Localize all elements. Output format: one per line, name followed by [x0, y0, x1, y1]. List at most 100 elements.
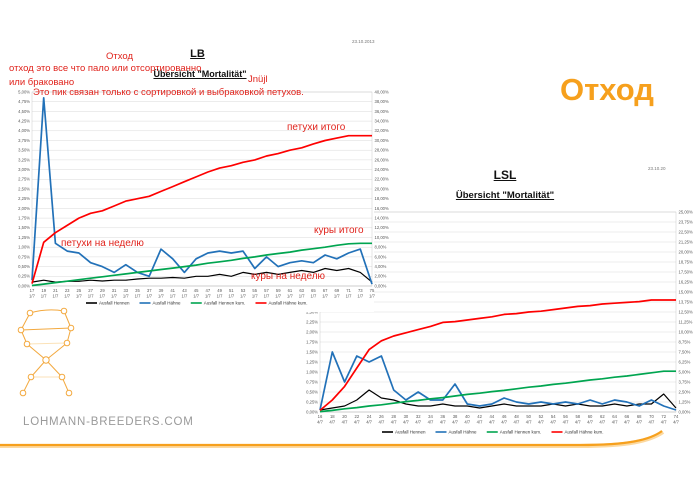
x-axis-label: 37: [147, 288, 152, 293]
x-axis-label: 55: [252, 288, 257, 293]
left-axis-label: 3,75%: [18, 138, 30, 143]
x-axis-sublabel: 4/7: [599, 420, 605, 425]
legend-label: Ausfall Hähne kum.: [269, 301, 308, 306]
lsl-chart-title: LSL: [493, 168, 517, 182]
x-axis-label: 25: [77, 288, 82, 293]
left-axis-label: 4,25%: [18, 119, 30, 124]
x-axis-sublabel: 1/7: [88, 294, 94, 299]
x-axis-sublabel: 1/7: [123, 294, 129, 299]
left-axis-label: 0,00%: [18, 283, 30, 288]
lb-chart-subtitle: Übersicht "Mortalität": [153, 69, 247, 79]
x-axis-sublabel: 1/7: [135, 294, 141, 299]
left-axis-label: 0,25%: [306, 399, 318, 404]
right-axis-label: 5,00%: [679, 369, 691, 374]
left-axis-label: 3,50%: [18, 148, 30, 153]
right-axis-label: 24,00%: [375, 167, 389, 172]
definition-note-line1: отход это все что пало или отсортированн…: [9, 63, 202, 74]
x-axis-sublabel: 4/7: [624, 420, 630, 425]
x-axis-label: 41: [170, 288, 175, 293]
x-axis-sublabel: 1/7: [146, 294, 152, 299]
x-axis-sublabel: 4/7: [366, 420, 372, 425]
x-axis-sublabel: 1/7: [99, 294, 105, 299]
right-axis-label: 25,00%: [679, 209, 693, 214]
x-axis-sublabel: 1/7: [310, 294, 316, 299]
lsl-series-Ausfall Hähne kum.: [319, 299, 676, 412]
left-axis-label: 5,00%: [18, 89, 30, 94]
x-axis-label: 18: [330, 414, 335, 419]
right-axis-label: 3,75%: [679, 379, 691, 384]
left-axis-label: 0,75%: [306, 379, 318, 384]
x-axis-sublabel: 1/7: [205, 294, 211, 299]
x-axis-sublabel: 1/7: [193, 294, 199, 299]
x-axis-sublabel: 1/7: [357, 294, 363, 299]
right-axis-label: 38,00%: [375, 99, 389, 104]
right-axis-label: 20,00%: [679, 249, 693, 254]
right-axis-label: 17,50%: [679, 269, 693, 274]
left-axis-label: 2,00%: [306, 329, 318, 334]
lb-chart-title: LB: [190, 48, 205, 60]
left-axis-label: 2,25%: [18, 196, 30, 201]
right-axis-label: 13,75%: [679, 299, 693, 304]
x-axis-label: 54: [551, 414, 556, 419]
footer-url: LOHMANN-BREEDERS.COM: [23, 416, 194, 428]
x-axis-sublabel: 1/7: [287, 294, 293, 299]
lsl-series-Ausfall Hähne: [319, 351, 677, 411]
x-axis-label: 65: [311, 288, 316, 293]
x-axis-sublabel: 4/7: [673, 420, 679, 425]
left-axis-label: 3,00%: [18, 167, 30, 172]
right-axis-label: 1,25%: [679, 399, 691, 404]
left-axis-label: 1,00%: [18, 245, 30, 250]
x-axis-label: 62: [600, 414, 605, 419]
left-axis-label: 0,00%: [306, 409, 318, 414]
right-axis-label: 12,00%: [375, 225, 389, 230]
x-axis-sublabel: 1/7: [275, 294, 281, 299]
jnujl-note: Jnüjl: [248, 74, 268, 85]
otkhod-small-note: Отход: [106, 51, 134, 62]
orange-swoosh: [0, 430, 665, 448]
x-axis-label: 60: [588, 414, 593, 419]
right-axis-label: 16,25%: [679, 279, 693, 284]
x-axis-label: 29: [100, 288, 105, 293]
x-axis-label: 58: [575, 414, 580, 419]
x-axis-label: 63: [299, 288, 304, 293]
x-axis-label: 52: [539, 414, 544, 419]
x-axis-label: 33: [123, 288, 128, 293]
x-axis-label: 19: [41, 288, 46, 293]
x-axis-label: 49: [217, 288, 222, 293]
x-axis-label: 66: [625, 414, 630, 419]
x-axis-sublabel: 4/7: [636, 420, 642, 425]
right-axis-label: 6,25%: [679, 359, 691, 364]
x-axis-label: 16: [318, 414, 323, 419]
lohmann-hen-logo-icon: [17, 307, 75, 397]
right-axis-label: 28,00%: [375, 148, 389, 153]
x-axis-label: 50: [526, 414, 531, 419]
legend-label: Ausfall Hennen: [395, 430, 426, 435]
x-axis-label: 35: [135, 288, 140, 293]
right-axis-label: 0,00%: [375, 283, 387, 288]
x-axis-sublabel: 1/7: [53, 294, 59, 299]
right-axis-label: 6,00%: [375, 254, 387, 259]
x-axis-sublabel: 4/7: [513, 420, 519, 425]
x-axis-label: 27: [88, 288, 93, 293]
left-axis-label: 1,25%: [18, 235, 30, 240]
x-axis-label: 21: [53, 288, 58, 293]
lb-chart: 0,00% 0,00% 0,25% 2,00% 0,50% 4,00% 0,75% 6,00%…: [5, 36, 389, 312]
right-axis-label: 2,00%: [375, 274, 387, 279]
right-axis-label: 30,00%: [375, 138, 389, 143]
right-axis-label: 10,00%: [679, 329, 693, 334]
x-axis-label: 26: [379, 414, 384, 419]
x-axis-label: 48: [514, 414, 519, 419]
left-axis-label: 0,50%: [306, 389, 318, 394]
left-axis-label: 2,75%: [18, 177, 30, 182]
legend-label: Ausfall Hähne kum.: [565, 430, 604, 435]
legend-label: Ausfall Hennen kum.: [204, 301, 246, 306]
annotation-roosters-weekly: петухи на неделю: [61, 238, 144, 249]
left-axis-label: 2,00%: [18, 206, 30, 211]
x-axis-sublabel: 4/7: [477, 420, 483, 425]
left-axis-label: 1,50%: [18, 225, 30, 230]
x-axis-label: 40: [465, 414, 470, 419]
left-axis-label: 4,75%: [18, 99, 30, 104]
x-axis-sublabel: 4/7: [587, 420, 593, 425]
x-axis-label: 45: [194, 288, 199, 293]
x-axis-label: 72: [661, 414, 666, 419]
